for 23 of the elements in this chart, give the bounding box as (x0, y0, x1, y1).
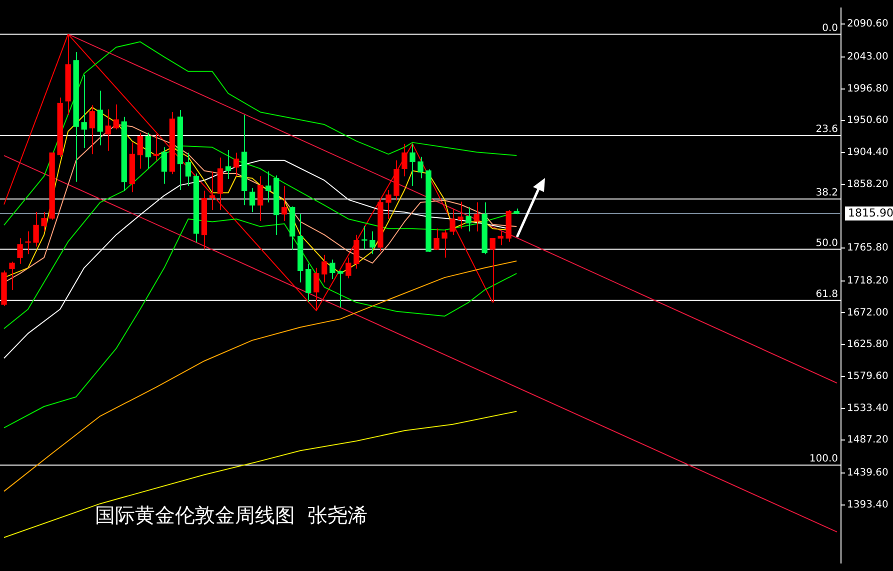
annotation: 50.0 (816, 238, 838, 249)
ref-line-label: 1815.90 (848, 206, 893, 220)
y-tick-label: 1765.80 (847, 242, 888, 254)
y-tick-label: 1904.40 (847, 147, 888, 158)
annotation: 国际黄金伦敦金周线图 张尧浠 (95, 502, 368, 529)
y-tick-label: 2090.60 (847, 18, 888, 30)
annotation: 0.0 (822, 22, 838, 34)
y-tick-label: 1858.20 (847, 178, 888, 190)
y-tick-label: 1625.80 (847, 339, 888, 350)
annotation: 100.0 (809, 454, 838, 465)
y-tick-label: 2043.00 (847, 52, 888, 63)
y-tick-label: 1672.00 (847, 307, 888, 318)
annotation: 38.2 (816, 188, 838, 199)
annotation: 61.8 (816, 288, 838, 300)
y-tick-label: 1439.60 (847, 468, 888, 479)
y-tick-label: 1393.40 (847, 499, 888, 510)
y-tick-label: 1487.20 (847, 434, 888, 446)
annotation: 23.6 (816, 124, 838, 136)
y-tick-label: 1579.60 (847, 371, 888, 382)
y-tick-label: 1533.40 (847, 402, 888, 414)
y-tick-label: 1718.20 (847, 275, 888, 286)
y-tick-label: 1996.80 (847, 83, 888, 94)
y-tick-label: 1950.60 (847, 115, 888, 126)
